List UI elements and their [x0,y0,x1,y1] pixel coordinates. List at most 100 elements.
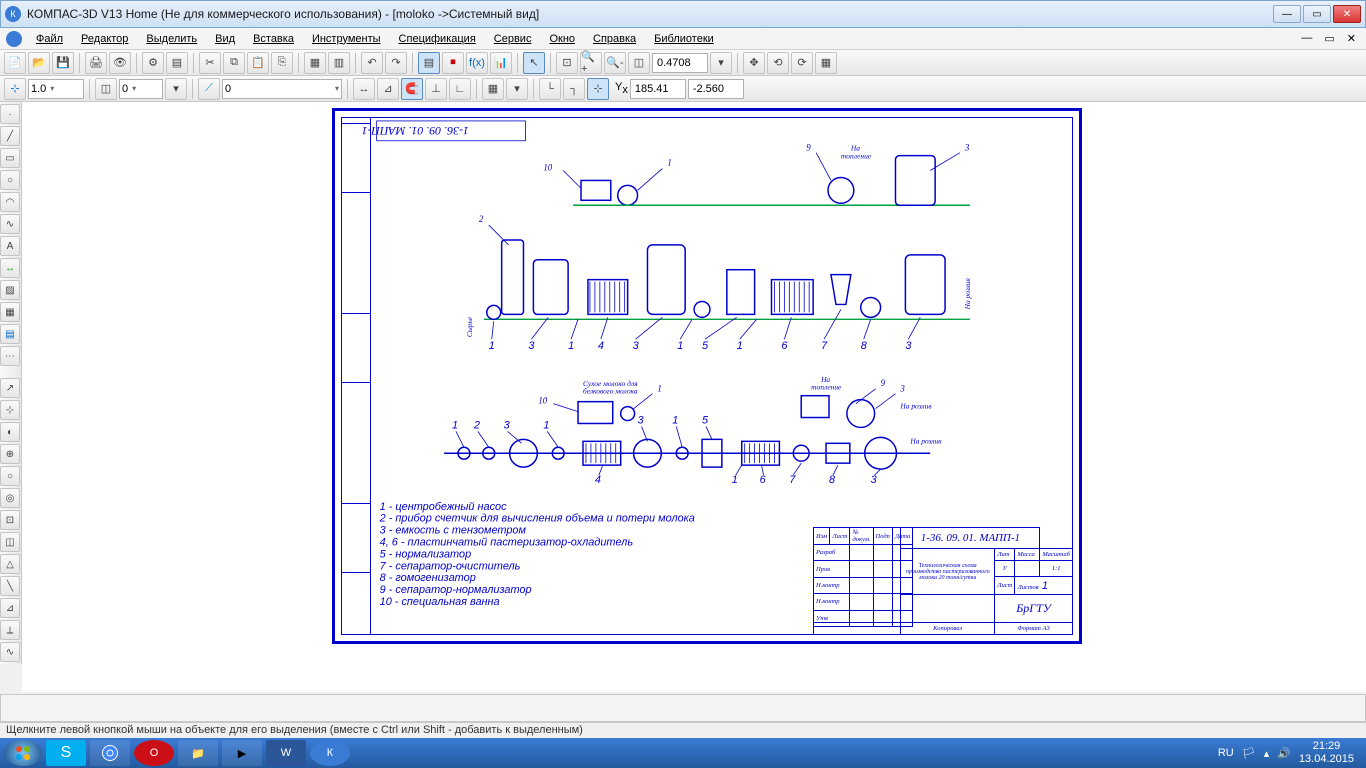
mdi-restore[interactable]: ▭ [1320,32,1338,45]
tool-edit6[interactable]: ◎ [0,488,20,508]
stop-button[interactable]: ⏹ [442,52,464,74]
arrow-button[interactable]: ↖ [523,52,545,74]
start-button[interactable] [4,740,42,766]
rotate-button[interactable]: ⟲ [767,52,789,74]
tool-edit8[interactable]: ◫ [0,532,20,552]
maximize-button[interactable]: ▭ [1303,5,1331,23]
tool-line[interactable]: ╱ [0,126,20,146]
combo3[interactable]: 0▾ [222,79,342,99]
tool-rect[interactable]: ▭ [0,148,20,168]
tray-net-icon[interactable]: ▴ [1264,747,1270,760]
preview-button[interactable]: 👁 [109,52,131,74]
tool-table[interactable]: ▦ [0,302,20,322]
undo-button[interactable]: ↶ [361,52,383,74]
tool-edit11[interactable]: ⊿ [0,598,20,618]
tool-hatch[interactable]: ▨ [0,280,20,300]
tool-edit4[interactable]: ⊕ [0,444,20,464]
tool-edit7[interactable]: ⊡ [0,510,20,530]
menu-file[interactable]: Файл [28,31,71,47]
zoom-in-button[interactable]: 🔍+ [580,52,602,74]
zoom-all-button[interactable]: ⊡ [556,52,578,74]
tray-lang[interactable]: RU [1218,747,1234,759]
task-media[interactable]: ▶ [222,740,262,766]
snap3-button[interactable]: ┐ [563,78,585,100]
task-chrome[interactable] [90,740,130,766]
open-button[interactable]: 📂 [28,52,50,74]
tool-view[interactable]: ▤ [0,324,20,344]
tool-edit13[interactable]: ∿ [0,642,20,662]
tool-dim[interactable]: ↔ [0,258,20,278]
tray-clock[interactable]: 21:2913.04.2015 [1299,740,1354,766]
menu-help[interactable]: Справка [585,31,644,47]
tool-arc[interactable]: ◠ [0,192,20,212]
ortho-button[interactable]: ⊥ [425,78,447,100]
combo1[interactable]: 1.0▾ [28,79,84,99]
props-button[interactable]: ⚙ [142,52,164,74]
paste-button[interactable]: 📋 [247,52,269,74]
grid-button[interactable]: ▦ [815,52,837,74]
task-opera[interactable]: O [134,740,174,766]
style-button[interactable]: ⟋ [198,78,220,100]
cut-button[interactable]: ✂ [199,52,221,74]
menu-view[interactable]: Вид [207,31,243,47]
task-explorer[interactable]: 📁 [178,740,218,766]
menu-tools[interactable]: Инструменты [304,31,389,47]
pan-button[interactable]: ✥ [743,52,765,74]
zoom-win-button[interactable]: ◫ [628,52,650,74]
tool-edit10[interactable]: ╲ [0,576,20,596]
task-word[interactable]: W [266,740,306,766]
combo2[interactable]: 0▾ [119,79,163,99]
snap2-button[interactable]: └ [539,78,561,100]
task-skype[interactable]: S [46,740,86,766]
tool-edit9[interactable]: △ [0,554,20,574]
layer2-button[interactable]: ▾ [165,78,187,100]
mdi-minimize[interactable]: — [1297,32,1316,45]
menu-libs[interactable]: Библиотеки [646,31,722,47]
redo-button[interactable]: ↷ [385,52,407,74]
menu-spec[interactable]: Спецификация [391,31,484,47]
refresh-button[interactable]: ⟳ [791,52,813,74]
zoom-out-button[interactable]: 🔍- [604,52,626,74]
tool-edit3[interactable]: ◐ [0,422,20,442]
snap4-button[interactable]: ⊹ [587,78,609,100]
menu-window[interactable]: Окно [541,31,583,47]
format-button[interactable]: ⎘ [271,52,293,74]
new-button[interactable]: 📄 [4,52,26,74]
canvas[interactable]: 1-36. 09. 01. МАПП-1 10 1 Натопление 9 3… [22,102,1366,692]
coord-y-input[interactable] [688,79,744,99]
tool-edit1[interactable]: ↗ [0,378,20,398]
tool-spline[interactable]: ∿ [0,214,20,234]
mdi-close[interactable]: ✕ [1343,32,1360,45]
magnet-button[interactable]: 🧲 [401,78,423,100]
copy-button[interactable]: ⧉ [223,52,245,74]
tray-vol-icon[interactable]: 🔊 [1277,747,1291,760]
panel1-button[interactable]: ▤ [418,52,440,74]
menu-select[interactable]: Выделить [138,31,205,47]
doc2-button[interactable]: ▥ [328,52,350,74]
grid2-dd[interactable]: ▾ [506,78,528,100]
tool-circle[interactable]: ○ [0,170,20,190]
save-button[interactable]: 💾 [52,52,74,74]
task-kompas[interactable]: К [310,740,350,766]
menu-insert[interactable]: Вставка [245,31,302,47]
tray-flag-icon[interactable]: 🏳 [1242,747,1256,760]
coord-button[interactable]: ∟ [449,78,471,100]
tool-more1[interactable]: ⋯ [0,346,20,366]
zoom-dd[interactable]: ▾ [710,52,732,74]
grid2-button[interactable]: ▦ [482,78,504,100]
tool-edit5[interactable]: ○ [0,466,20,486]
zoom-input[interactable] [652,53,708,73]
vars-button[interactable]: 📊 [490,52,512,74]
tool-point[interactable]: · [0,104,20,124]
dim1-button[interactable]: ↔ [353,78,375,100]
menu-service[interactable]: Сервис [486,31,540,47]
menu-editor[interactable]: Редактор [73,31,136,47]
tree-button[interactable]: ▤ [166,52,188,74]
coord-x-input[interactable] [630,79,686,99]
fx-button[interactable]: f(x) [466,52,488,74]
dim2-button[interactable]: ⊿ [377,78,399,100]
tool-text[interactable]: A [0,236,20,256]
close-button[interactable]: ✕ [1333,5,1361,23]
doc1-button[interactable]: ▦ [304,52,326,74]
layer-button[interactable]: ◫ [95,78,117,100]
